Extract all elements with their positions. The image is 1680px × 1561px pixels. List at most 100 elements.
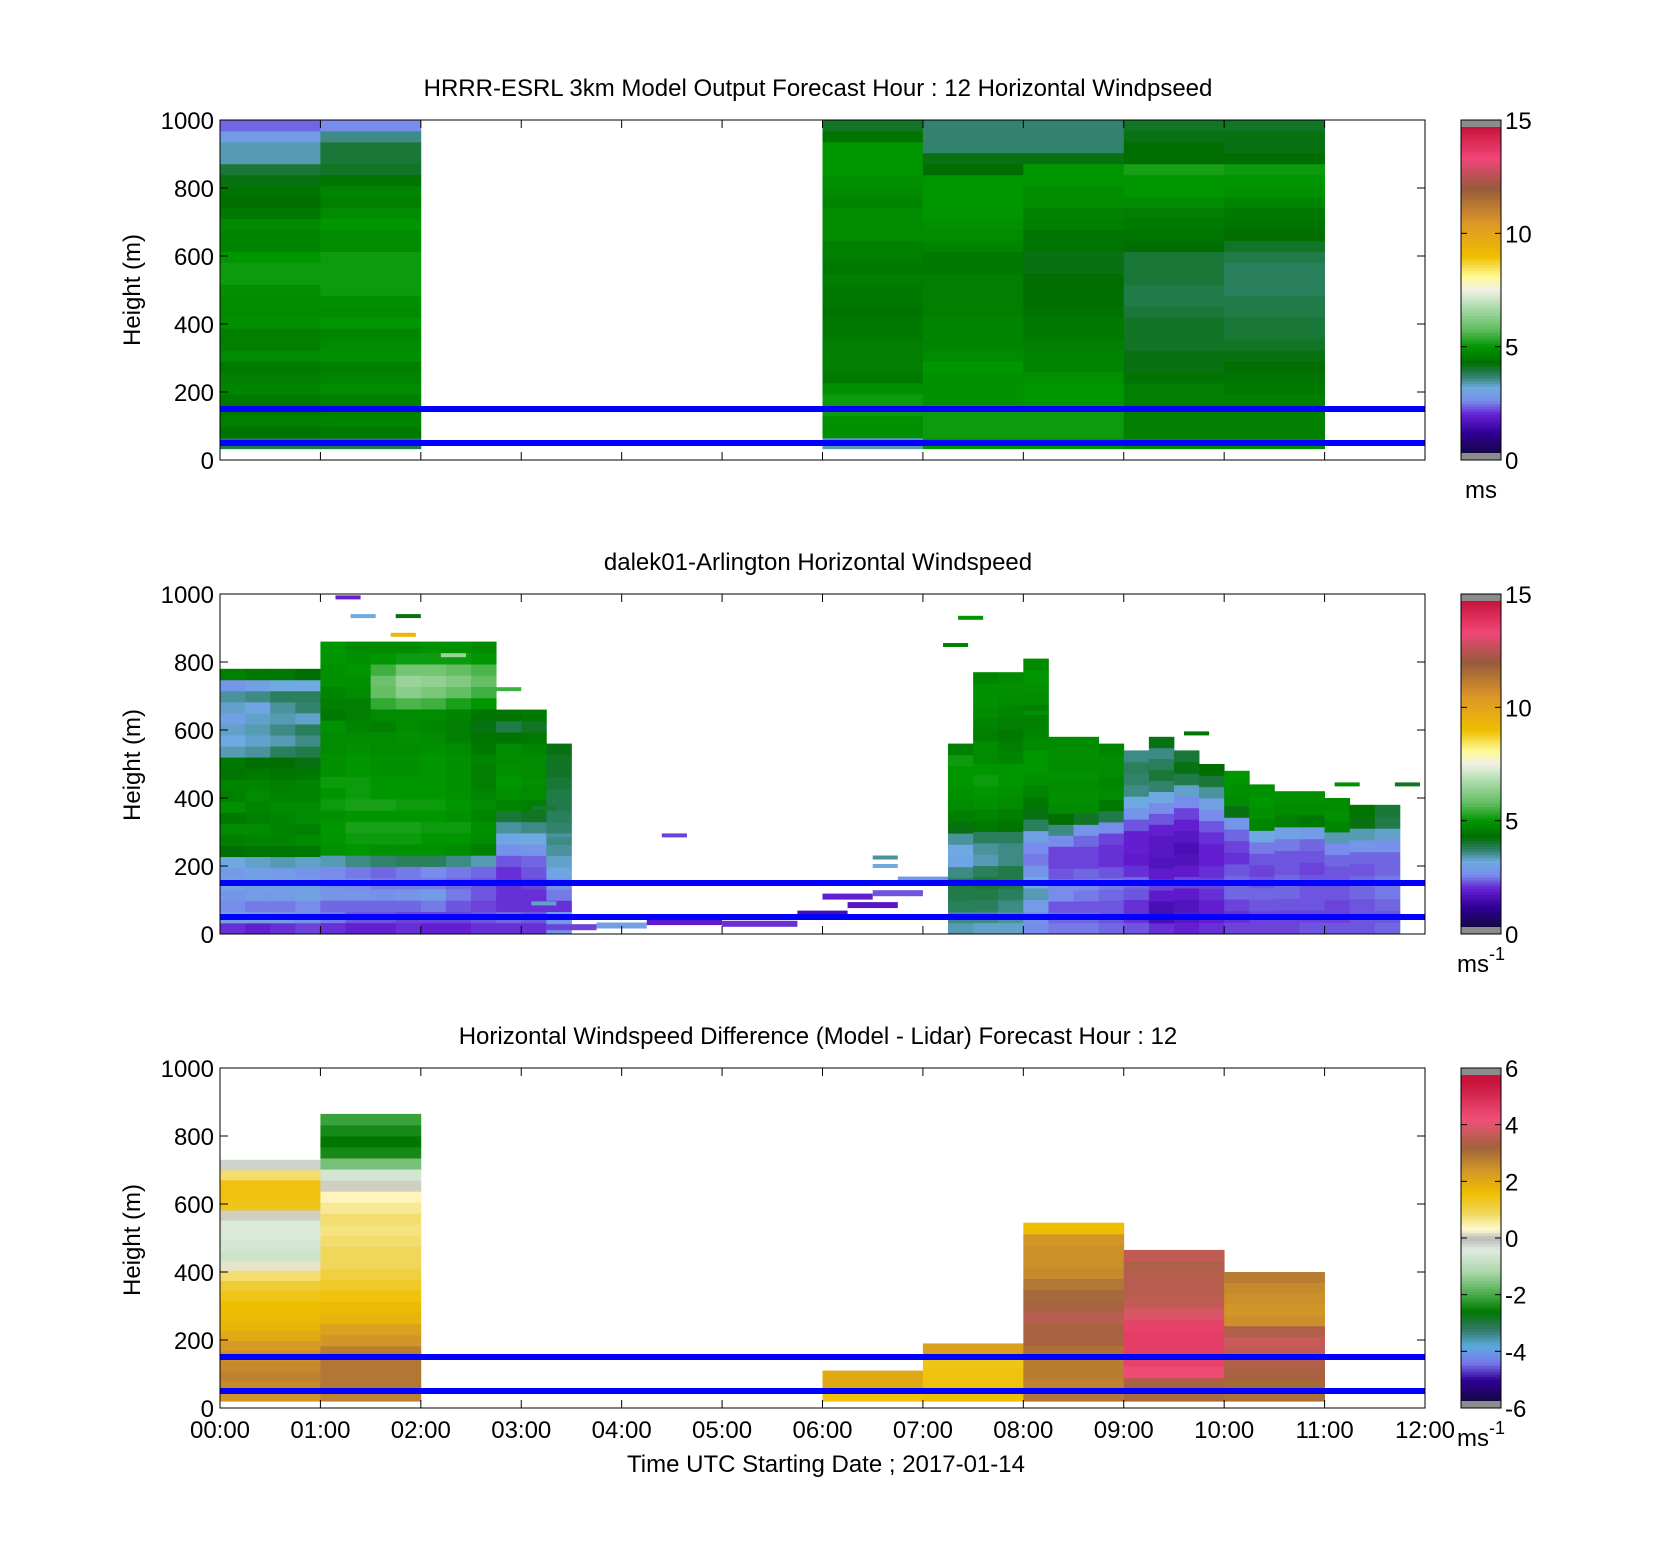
- heatmap-cell: [320, 765, 346, 777]
- heatmap-cell: [1299, 791, 1325, 804]
- colorbar-segment: [1461, 1221, 1501, 1225]
- colorbar-segment: [1461, 278, 1501, 282]
- colorbar-segment: [1461, 307, 1501, 311]
- heatmap-cell: [1023, 761, 1049, 774]
- colorbar-segment: [1461, 721, 1501, 725]
- heatmap-cell: [973, 922, 999, 934]
- colorbar-segment: [1461, 1223, 1501, 1228]
- heatmap-cell: [220, 1330, 321, 1342]
- y-tick-label: 200: [174, 854, 214, 881]
- heatmap-cell: [973, 694, 999, 707]
- heatmap-cell: [270, 779, 296, 791]
- colorbar-segment: [1461, 1255, 1501, 1259]
- colorbar-segment: [1461, 1104, 1501, 1109]
- colorbar-unit-exponent: -1: [1489, 1418, 1505, 1438]
- heatmap-cell: [1123, 174, 1225, 187]
- heatmap-cell: [320, 641, 346, 654]
- heatmap-cell: [1123, 888, 1150, 900]
- colorbar-segment: [1461, 829, 1501, 833]
- heatmap-cell: [998, 899, 1024, 912]
- heatmap-cell: [948, 833, 974, 845]
- colorbar-segment: [1461, 270, 1501, 274]
- colorbar-segment: [1461, 775, 1501, 779]
- colorbar-segment: [1461, 1238, 1501, 1242]
- colorbar-segment: [1461, 329, 1501, 333]
- heatmap-cell: [370, 697, 397, 710]
- colorbar-segment: [1461, 888, 1501, 892]
- heatmap-cell: [1023, 1267, 1125, 1279]
- heatmap-cell: [270, 757, 296, 769]
- heatmap-cell: [320, 207, 422, 220]
- heatmap-cell: [245, 768, 271, 780]
- heatmap-cell: [1123, 240, 1225, 252]
- heatmap-cell: [320, 1257, 422, 1269]
- heatmap-cell: [220, 185, 321, 198]
- colorbar-segment: [1461, 199, 1501, 203]
- heatmap-cell: [1224, 295, 1325, 307]
- colorbar-segment: [1461, 1087, 1501, 1092]
- colorbar-segment: [1461, 315, 1501, 319]
- colorbar-segment: [1461, 908, 1501, 912]
- heatmap-cell: [245, 834, 271, 846]
- heatmap-cell: [220, 426, 321, 439]
- colorbar-segment: [1461, 1396, 1501, 1400]
- heatmap-cell: [245, 867, 271, 880]
- x-tick-label: 03:00: [491, 1417, 551, 1444]
- x-tick-label: 11:00: [1295, 1417, 1353, 1444]
- colorbar-segment: [1461, 1354, 1501, 1358]
- heatmap-cell: [320, 152, 422, 165]
- colorbar-segment: [1461, 1099, 1501, 1103]
- heatmap-cell: [220, 174, 321, 187]
- heatmap-cell: [1224, 1358, 1325, 1370]
- heatmap-cell: [320, 686, 346, 699]
- heatmap-cell: [270, 790, 296, 802]
- heatmap-cell: [471, 652, 497, 665]
- colorbar-segment: [1461, 244, 1501, 248]
- heatmap-cell: [370, 742, 397, 755]
- heatmap-cell: [445, 652, 472, 665]
- colorbar-segment: [1461, 656, 1501, 660]
- heatmap-cell: [546, 754, 572, 767]
- colorbar-segment: [1461, 137, 1501, 141]
- heatmap-cell: [546, 866, 572, 879]
- heatmap-cell: [1048, 791, 1074, 803]
- heatmap-cell: [245, 679, 271, 692]
- colorbar-segment: [1461, 1215, 1501, 1219]
- heatmap-cell: [1173, 784, 1200, 797]
- heatmap-cell: [320, 675, 346, 687]
- heatmap-cell: [521, 810, 547, 823]
- heatmap-cell: [973, 717, 999, 730]
- colorbar-segment: [1461, 897, 1501, 901]
- heatmap-cell: [1123, 229, 1225, 241]
- heatmap-cell: [1148, 890, 1175, 902]
- colorbar-segment: [1461, 233, 1501, 237]
- colorbar-segment: [1461, 1198, 1501, 1202]
- heatmap-cell: [420, 810, 447, 822]
- y-tick-label: 600: [174, 1192, 214, 1219]
- colorbar-segment: [1461, 676, 1501, 680]
- heatmap-cell: [345, 821, 372, 834]
- colorbar-segment: [1461, 318, 1501, 322]
- colorbar-segment: [1461, 1138, 1501, 1143]
- heatmap-cell: [546, 810, 572, 823]
- heatmap-cell: [345, 832, 372, 845]
- colorbar-segment: [1461, 815, 1501, 819]
- heatmap-cell: [1374, 804, 1401, 817]
- colorbar-segment: [1461, 868, 1501, 873]
- colorbar-segment: [1461, 860, 1501, 864]
- heatmap-cell: [270, 900, 296, 913]
- colorbar-segment: [1461, 1266, 1501, 1270]
- heatmap-cell: [320, 262, 422, 274]
- colorbar-segment: [1461, 290, 1501, 294]
- low-level-return: [546, 924, 597, 931]
- colorbar-segment: [1461, 1359, 1501, 1364]
- colorbar-segment: [1461, 681, 1501, 686]
- colorbar-segment: [1461, 1325, 1501, 1330]
- colorbar-segment: [1461, 789, 1501, 793]
- heatmap-cell: [1098, 777, 1125, 789]
- heatmap-cell: [973, 763, 999, 776]
- colorbar-segment: [1461, 210, 1501, 214]
- heatmap-cell: [1299, 850, 1325, 863]
- colorbar-segment: [1461, 168, 1501, 172]
- isolated-return: [531, 901, 557, 906]
